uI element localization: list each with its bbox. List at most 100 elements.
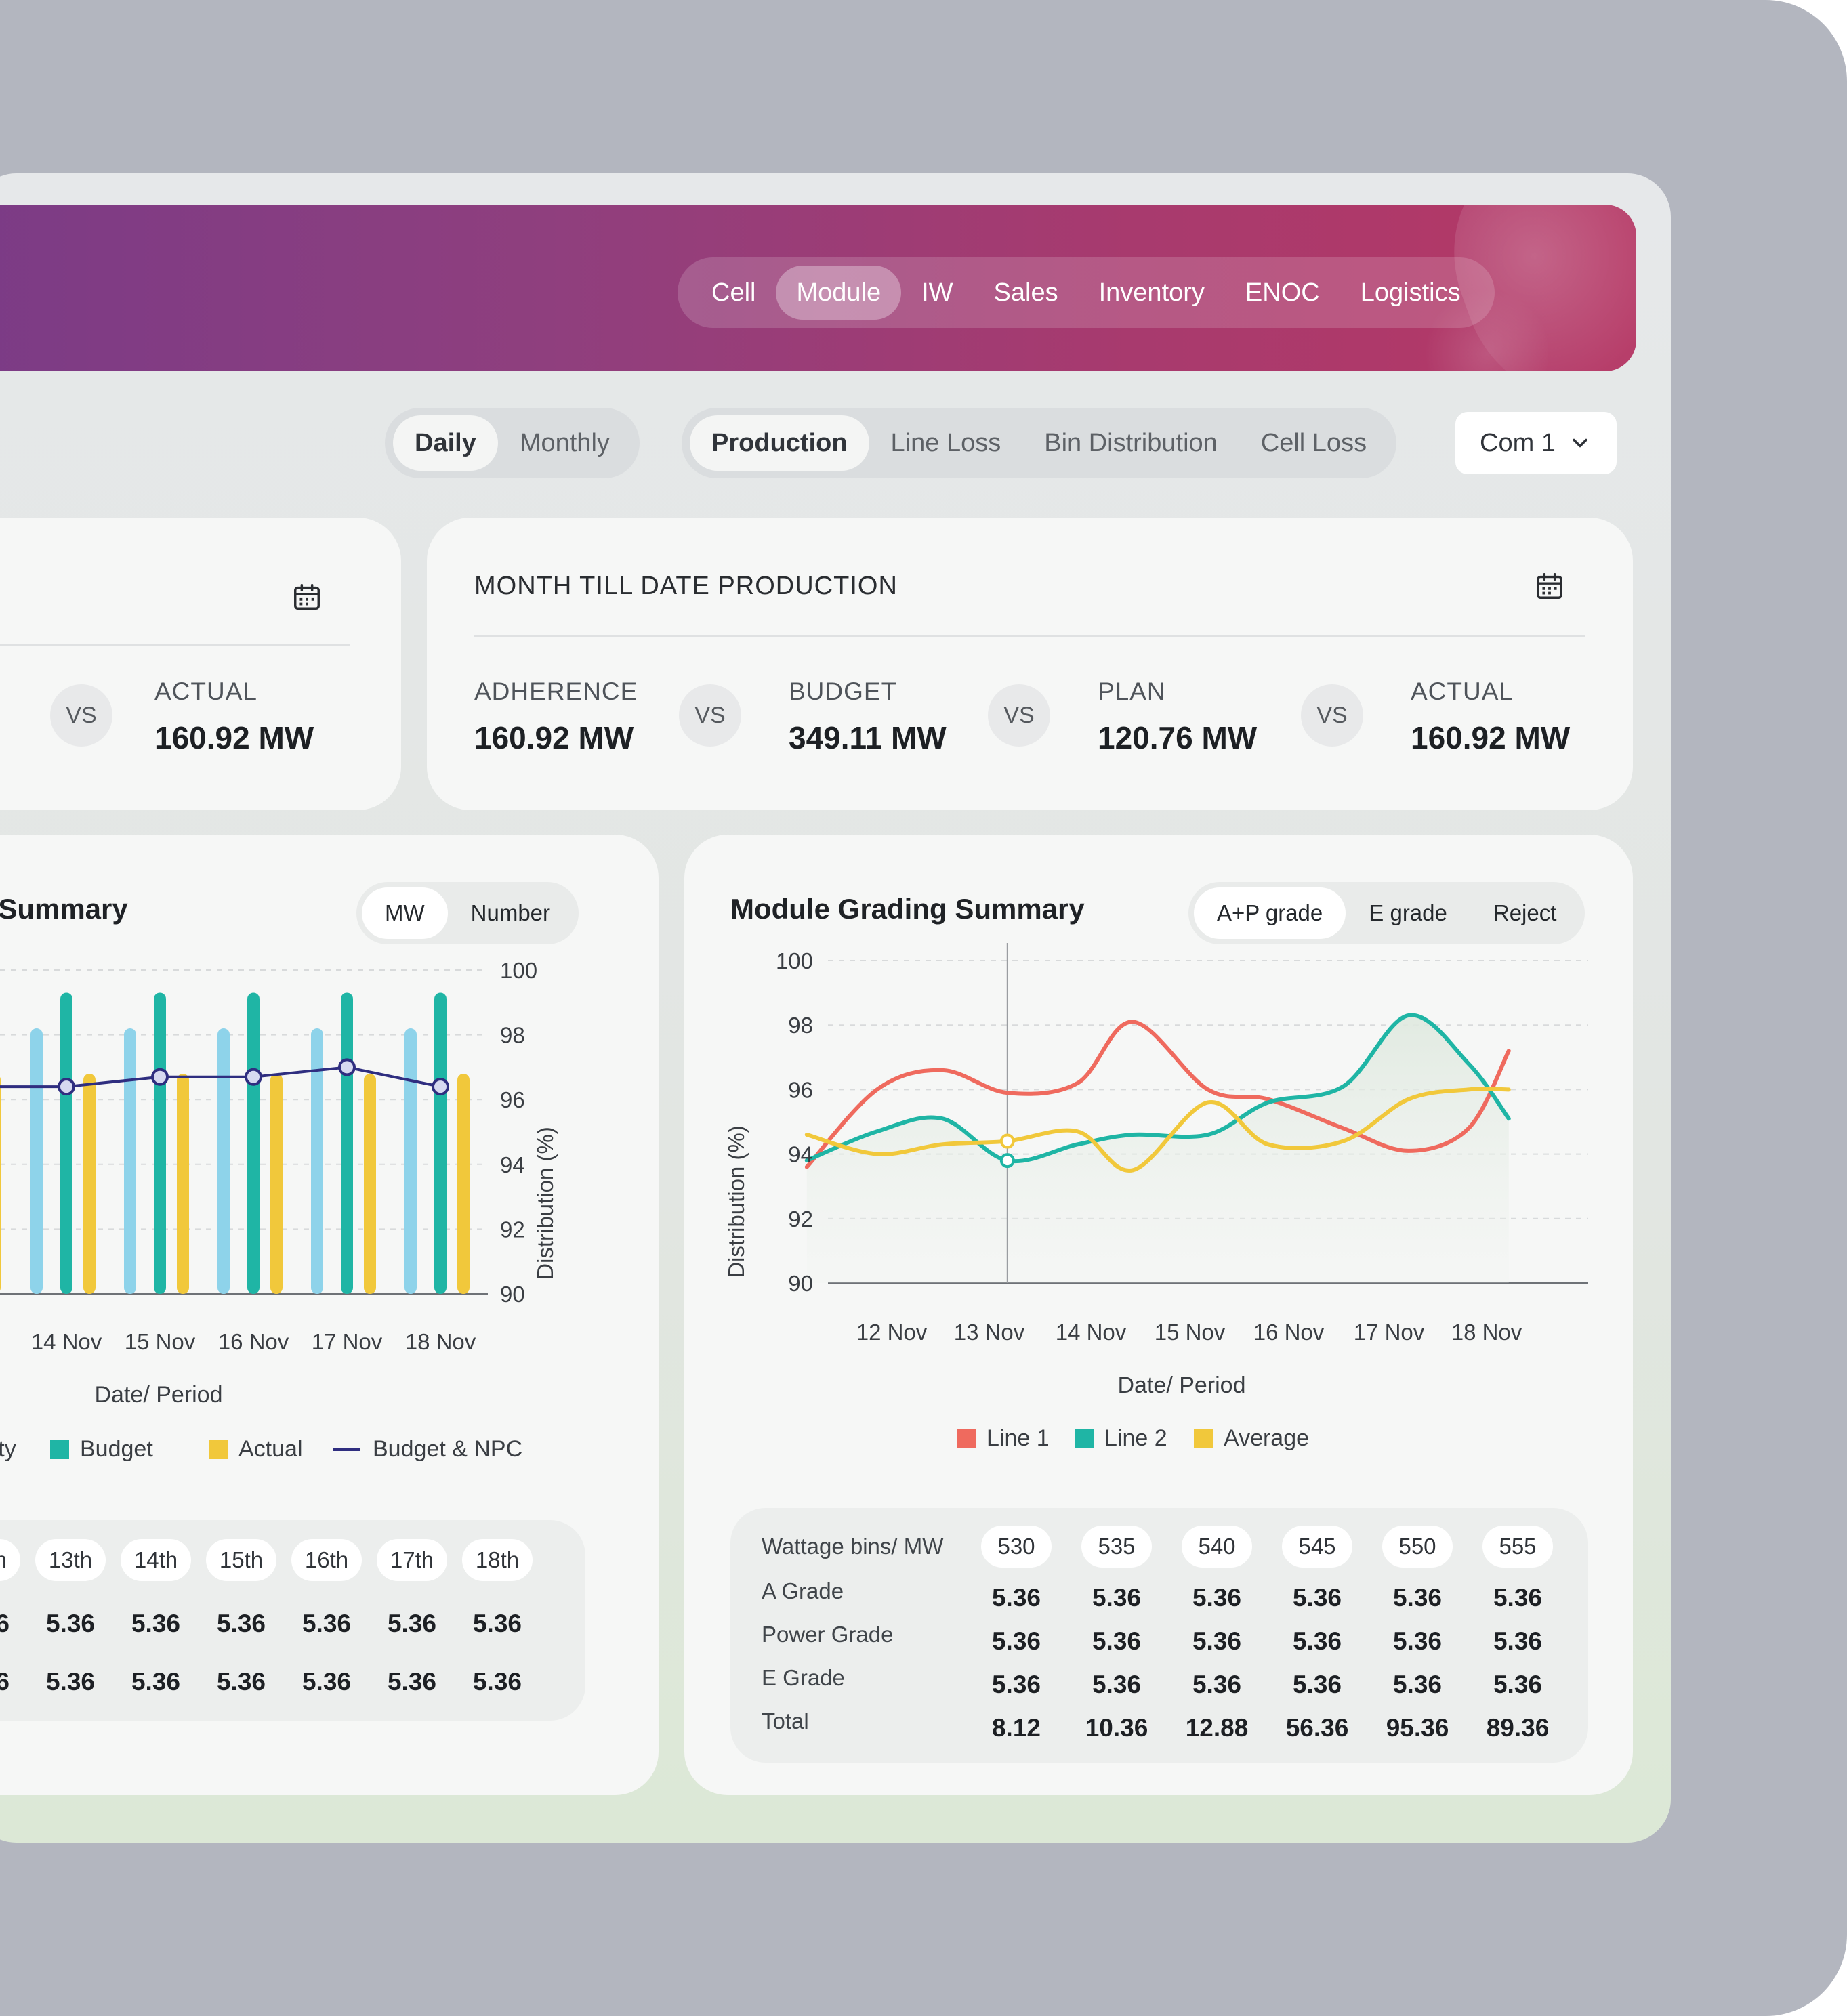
table-column-header: 17th bbox=[377, 1539, 447, 1581]
chevron-down-icon bbox=[1573, 438, 1587, 448]
section-title: n Summary bbox=[0, 893, 128, 925]
bar-capacity[interactable] bbox=[124, 1028, 136, 1294]
legend-budget: Budget bbox=[50, 1436, 153, 1463]
table-cell: 5.36 bbox=[302, 1610, 351, 1637]
bar-capacity[interactable] bbox=[30, 1028, 43, 1294]
table-row-label: E Grade bbox=[762, 1665, 845, 1690]
bar-budget[interactable] bbox=[60, 992, 72, 1294]
table-row-label: Power Grade bbox=[762, 1622, 894, 1647]
divider bbox=[0, 644, 350, 646]
kpi-value-adherence: 160.92 MW bbox=[474, 720, 634, 755]
toggle-reject[interactable]: Reject bbox=[1493, 900, 1557, 925]
bar-actual[interactable] bbox=[177, 1073, 189, 1294]
wattage-bins-table: Wattage bins/ MW 530 535 540 545 550 555 A Gr… bbox=[730, 1508, 1588, 1763]
table-column-header: 15th bbox=[206, 1539, 276, 1581]
hover-point[interactable] bbox=[999, 1133, 1015, 1149]
table-cell: 5.36 bbox=[0, 1610, 9, 1637]
section-title: Module Grading Summary bbox=[730, 893, 1085, 925]
legend-label: Budget & NPC bbox=[373, 1436, 523, 1462]
tab-cell-loss[interactable]: Cell Loss bbox=[1260, 428, 1367, 457]
nav-logistics[interactable]: Logistics bbox=[1360, 278, 1461, 307]
toggle-e-grade[interactable]: E grade bbox=[1369, 900, 1447, 925]
vs-badge: VS bbox=[679, 684, 741, 747]
bar-actual[interactable] bbox=[83, 1073, 96, 1294]
tab-production[interactable]: Production bbox=[690, 415, 869, 471]
table-row-label: Total bbox=[762, 1708, 809, 1734]
header-banner: Cell Module IW Sales Inventory ENOC Logi… bbox=[0, 205, 1636, 371]
period-daily[interactable]: Daily bbox=[393, 415, 498, 471]
bar-actual[interactable] bbox=[270, 1073, 283, 1294]
x-tick-label: 16 Nov bbox=[218, 1329, 289, 1354]
nav-inventory[interactable]: Inventory bbox=[1098, 278, 1205, 307]
budget-npc-point[interactable] bbox=[151, 1068, 169, 1086]
nav-sales[interactable]: Sales bbox=[993, 278, 1058, 307]
company-select-value: Com 1 bbox=[1480, 428, 1556, 457]
legend-capacity: apacity bbox=[0, 1436, 16, 1463]
hover-point[interactable] bbox=[999, 1153, 1015, 1169]
table-cell: 5.36 bbox=[302, 1668, 351, 1696]
table-cell: 5.36 bbox=[1493, 1627, 1542, 1655]
table-cell: 5.36 bbox=[1192, 1584, 1241, 1612]
kpi-value-plan: 120.76 MW bbox=[1098, 720, 1258, 755]
budget-npc-point[interactable] bbox=[432, 1078, 449, 1096]
daily-production-card: W VS ACTUAL 160.92 MW bbox=[0, 518, 401, 810]
bar-budget[interactable] bbox=[154, 992, 166, 1294]
bar-capacity[interactable] bbox=[311, 1028, 323, 1294]
toggle-ap-grade[interactable]: A+P grade bbox=[1194, 887, 1346, 939]
nav-cell[interactable]: Cell bbox=[711, 278, 756, 307]
y-tick-label: 100 bbox=[500, 958, 537, 983]
table-cell: 5.36 bbox=[1092, 1627, 1141, 1655]
table-cell: 5.36 bbox=[45, 1668, 95, 1696]
bar-budget[interactable] bbox=[341, 992, 353, 1294]
bar-capacity[interactable] bbox=[217, 1028, 230, 1294]
legend-average: Average bbox=[1194, 1425, 1309, 1452]
table-cell: 5.36 bbox=[1292, 1584, 1342, 1612]
vs-badge: VS bbox=[1301, 684, 1363, 747]
bar-actual[interactable] bbox=[0, 1074, 1, 1294]
table-cell: 5.36 bbox=[387, 1610, 436, 1637]
wattage-bin-header: 535 bbox=[1081, 1526, 1152, 1568]
bar-actual[interactable] bbox=[364, 1073, 376, 1294]
budget-npc-point[interactable] bbox=[338, 1058, 356, 1076]
legend-label: Budget bbox=[80, 1436, 153, 1462]
legend-label: Line 1 bbox=[987, 1425, 1050, 1451]
toggle-number[interactable]: Number bbox=[470, 900, 551, 925]
line-1-series[interactable] bbox=[804, 1020, 1511, 1169]
budget-npc-point[interactable] bbox=[245, 1068, 262, 1086]
company-select[interactable]: Com 1 bbox=[1455, 412, 1617, 474]
table-cell: 5.36 bbox=[991, 1671, 1041, 1698]
wattage-bin-header: 540 bbox=[1182, 1526, 1252, 1568]
wattage-bin-header: 545 bbox=[1282, 1526, 1352, 1568]
budget-npc-point[interactable] bbox=[58, 1078, 75, 1096]
tab-bin-distribution[interactable]: Bin Distribution bbox=[1044, 428, 1218, 457]
nav-enoc[interactable]: ENOC bbox=[1245, 278, 1320, 307]
table-header-label: Wattage bins/ MW bbox=[762, 1534, 944, 1559]
bar-actual[interactable] bbox=[457, 1073, 470, 1294]
line-2-series[interactable] bbox=[804, 1013, 1511, 1164]
bar-budget[interactable] bbox=[247, 992, 260, 1294]
divider bbox=[474, 635, 1585, 637]
nav-module[interactable]: Module bbox=[776, 266, 902, 320]
tab-line-loss[interactable]: Line Loss bbox=[890, 428, 1001, 457]
average-series[interactable] bbox=[804, 1087, 1511, 1173]
table-cell: 5.36 bbox=[991, 1627, 1041, 1655]
y-tick-label: 90 bbox=[788, 1271, 813, 1296]
table-cell: 5.36 bbox=[131, 1610, 180, 1637]
bar-budget[interactable] bbox=[434, 992, 447, 1294]
x-tick-label: 14 Nov bbox=[1056, 1320, 1127, 1345]
bar-capacity[interactable] bbox=[404, 1028, 417, 1294]
view-tabs: Production Line Loss Bin Distribution Ce… bbox=[682, 408, 1397, 478]
table-cell: 5.36 bbox=[387, 1668, 436, 1696]
y-axis-label: Distribution (%) bbox=[533, 1127, 558, 1280]
period-toggle: Daily Monthly bbox=[385, 408, 640, 478]
table-cell: 5.36 bbox=[1192, 1627, 1241, 1655]
table-cell: 5.36 bbox=[1092, 1671, 1141, 1698]
calendar-icon[interactable] bbox=[1534, 570, 1565, 602]
period-monthly[interactable]: Monthly bbox=[519, 428, 610, 457]
calendar-icon[interactable] bbox=[291, 581, 323, 612]
x-tick-label: 16 Nov bbox=[1253, 1320, 1325, 1345]
nav-iw[interactable]: IW bbox=[921, 278, 953, 307]
y-tick-label: 92 bbox=[788, 1206, 813, 1232]
toggle-mw[interactable]: MW bbox=[362, 887, 448, 939]
